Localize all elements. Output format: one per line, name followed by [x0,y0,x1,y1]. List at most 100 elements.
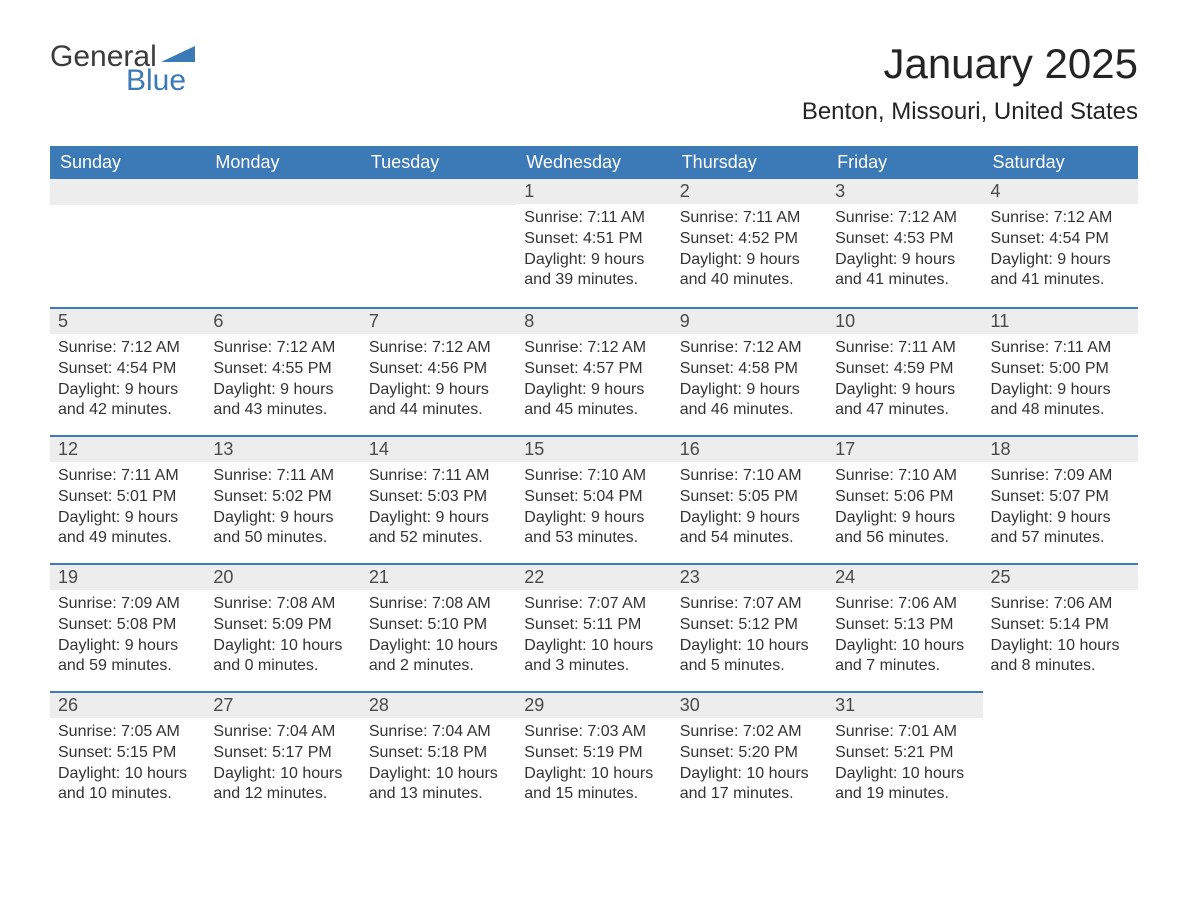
day-number-bar: 4 [983,179,1138,204]
calendar-day-cell [50,179,205,307]
day-details: Sunrise: 7:03 AMSunset: 5:19 PMDaylight:… [516,718,671,817]
day-number: 20 [213,567,233,587]
calendar-day-cell: 20Sunrise: 7:08 AMSunset: 5:09 PMDayligh… [205,563,360,691]
calendar-day-cell: 4 Sunrise: 7:12 AMSunset: 4:54 PMDaylight… [983,179,1138,307]
calendar-day-cell: 24 Sunrise: 7:06 AMSunset: 5:13 PMDayligh… [827,563,982,691]
day-number-bar: 7 [361,307,516,334]
day-number-bar: 30 [672,691,827,718]
title-block: January 2025 Benton, Missouri, United St… [802,40,1138,140]
day-details: Sunrise: 7:10 AMSunset: 5:05 PMDaylight:… [672,462,827,561]
day-details: Sunrise: 7:08 AMSunset: 5:10 PMDaylight:… [361,590,516,689]
day-number-bar: 10 [827,307,982,334]
calendar-day-cell: 31Sunrise: 7:01 AMSunset: 5:21 PMDayligh… [827,691,982,819]
day-number-bar: 29 [516,691,671,718]
day-details: Sunrise: 7:07 AMSunset: 5:11 PMDaylight:… [516,590,671,689]
calendar-day-cell: 7Sunrise: 7:12 AMSunset: 4:56 PMDaylight… [361,307,516,435]
weekday-header-row: SundayMondayTuesdayWednesdayThursdayFrid… [50,146,1138,179]
calendar-day-cell: 9Sunrise: 7:12 AMSunset: 4:58 PMDaylight… [672,307,827,435]
day-details: Sunrise: 7:12 AMSunset: 4:54 PMDaylight:… [50,334,205,433]
day-number: 17 [835,439,855,459]
day-number: 4 [991,181,1001,201]
calendar-week-row: 1 Sunrise: 7:11 AMSunset: 4:51 PMDaylight… [50,179,1138,307]
empty-day [361,179,516,205]
month-title: January 2025 [802,40,1138,88]
day-details: Sunrise: 7:11 AMSunset: 5:01 PMDaylight:… [50,462,205,561]
day-number-bar: 3 [827,179,982,204]
calendar-day-cell [983,691,1138,819]
day-number-bar: 2 [672,179,827,204]
day-number: 10 [835,311,855,331]
day-number-bar: 17 [827,435,982,462]
day-number-bar: 23 [672,563,827,590]
weekday-header: Sunday [50,146,205,179]
day-number: 11 [991,311,1010,331]
day-number: 18 [991,439,1011,459]
day-number: 1 [524,181,534,201]
day-details: Sunrise: 7:12 AMSunset: 4:55 PMDaylight:… [205,334,360,433]
day-details: Sunrise: 7:06 AMSunset: 5:13 PMDaylight:… [827,590,982,689]
day-details: Sunrise: 7:12 AMSunset: 4:54 PMDaylight:… [983,204,1138,303]
calendar-day-cell: 22 Sunrise: 7:07 AMSunset: 5:11 PMDayligh… [516,563,671,691]
calendar-day-cell: 5 Sunrise: 7:12 AMSunset: 4:54 PMDaylight… [50,307,205,435]
day-number: 22 [524,567,544,587]
calendar-day-cell: 6 Sunrise: 7:12 AMSunset: 4:55 PMDaylight… [205,307,360,435]
day-number: 2 [680,181,690,201]
day-details: Sunrise: 7:11 AMSunset: 4:51 PMDaylight:… [516,204,671,303]
day-details: Sunrise: 7:01 AMSunset: 5:21 PMDaylight:… [827,718,982,817]
day-number-bar: 18 [983,435,1138,462]
day-number-bar: 13 [205,435,360,462]
day-details: Sunrise: 7:05 AMSunset: 5:15 PMDaylight:… [50,718,205,817]
day-number-bar: 5 [50,307,205,334]
day-number-bar: 19 [50,563,205,590]
day-number-bar: 27 [205,691,360,718]
calendar-day-cell: 15 Sunrise: 7:10 AMSunset: 5:04 PMDayligh… [516,435,671,563]
day-details: Sunrise: 7:09 AMSunset: 5:07 PMDaylight:… [983,462,1138,561]
calendar-day-cell [361,179,516,307]
day-number: 5 [58,311,68,331]
logo: General Blue [50,40,195,98]
day-number-bar: 31 [827,691,982,718]
day-details: Sunrise: 7:11 AMSunset: 5:02 PMDaylight:… [205,462,360,561]
day-number-bar: 11 [983,307,1138,334]
day-number-bar: 21 [361,563,516,590]
day-number: 23 [680,567,700,587]
calendar-day-cell: 29Sunrise: 7:03 AMSunset: 5:19 PMDayligh… [516,691,671,819]
calendar-week-row: 19Sunrise: 7:09 AMSunset: 5:08 PMDayligh… [50,563,1138,691]
day-number-bar: 6 [205,307,360,334]
day-number-bar: 14 [361,435,516,462]
day-number: 15 [524,439,544,459]
calendar-day-cell: 25Sunrise: 7:06 AMSunset: 5:14 PMDayligh… [983,563,1138,691]
weekday-header: Tuesday [361,146,516,179]
calendar-table: SundayMondayTuesdayWednesdayThursdayFrid… [50,146,1138,819]
day-number: 21 [369,567,389,587]
weekday-header: Thursday [672,146,827,179]
calendar-day-cell: 28Sunrise: 7:04 AMSunset: 5:18 PMDayligh… [361,691,516,819]
day-number: 28 [369,695,389,715]
calendar-day-cell: 21 Sunrise: 7:08 AMSunset: 5:10 PMDayligh… [361,563,516,691]
day-number: 16 [680,439,700,459]
day-number-bar: 15 [516,435,671,462]
day-number: 30 [680,695,700,715]
logo-text-blue: Blue [126,64,186,98]
calendar-day-cell: 18 Sunrise: 7:09 AMSunset: 5:07 PMDayligh… [983,435,1138,563]
day-number: 13 [213,439,233,459]
weekday-header: Friday [827,146,982,179]
day-number: 24 [835,567,855,587]
calendar-day-cell: 13 Sunrise: 7:11 AMSunset: 5:02 PMDayligh… [205,435,360,563]
day-details: Sunrise: 7:11 AMSunset: 5:00 PMDaylight:… [983,334,1138,433]
weekday-header: Monday [205,146,360,179]
calendar-week-row: 5 Sunrise: 7:12 AMSunset: 4:54 PMDaylight… [50,307,1138,435]
calendar-day-cell: 12Sunrise: 7:11 AMSunset: 5:01 PMDayligh… [50,435,205,563]
day-number: 3 [835,181,845,201]
day-details: Sunrise: 7:10 AMSunset: 5:04 PMDaylight:… [516,462,671,561]
day-number-bar: 25 [983,563,1138,590]
day-number-bar: 16 [672,435,827,462]
day-details: Sunrise: 7:02 AMSunset: 5:20 PMDaylight:… [672,718,827,817]
calendar-day-cell: 30 Sunrise: 7:02 AMSunset: 5:20 PMDayligh… [672,691,827,819]
calendar-day-cell: 11 Sunrise: 7:11 AMSunset: 5:00 PMDayligh… [983,307,1138,435]
day-number-bar: 24 [827,563,982,590]
day-number: 6 [213,311,223,331]
day-number: 25 [991,567,1011,587]
calendar-day-cell: 16 Sunrise: 7:10 AMSunset: 5:05 PMDayligh… [672,435,827,563]
day-details: Sunrise: 7:09 AMSunset: 5:08 PMDaylight:… [50,590,205,689]
